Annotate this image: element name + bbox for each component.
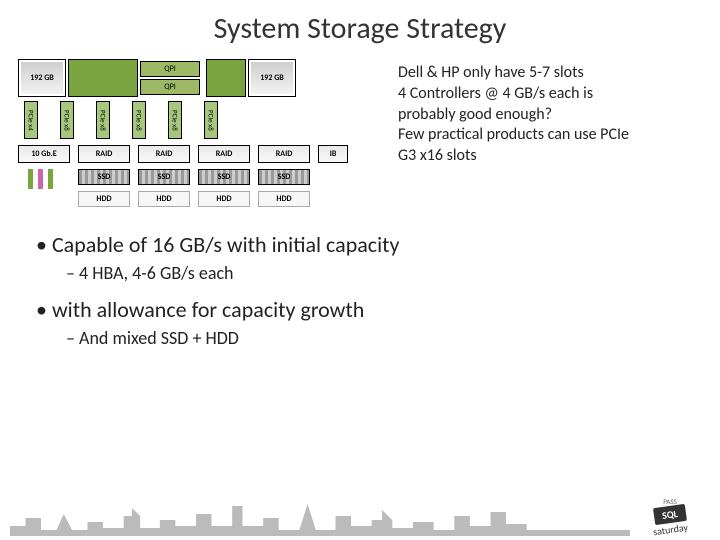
sub-bullet-item: And mixed SSD + HDD <box>66 327 700 349</box>
hdd-drive: HDD <box>198 191 250 207</box>
slide-title: System Storage Strategy <box>0 0 720 47</box>
bar <box>28 169 33 189</box>
storage-diagram: 192 GB QPI QPI 192 GB PCIe x4 PCIe x8 PC… <box>18 59 378 207</box>
note-line: probably good enough? <box>398 105 629 126</box>
memory-label: 192 GB <box>260 73 284 83</box>
pcie-slot-row: PCIe x4 PCIe x8 PCIe x8 PCIe x8 PCIe x8 … <box>24 101 378 139</box>
controller-raid: RAID <box>78 145 130 163</box>
ssd-drive: SSD <box>78 169 130 185</box>
controller-nic: 10 Gb.E <box>18 145 70 163</box>
ssd-row: SSD SSD SSD SSD <box>78 169 378 185</box>
sql-saturday-logo: PASS SQL saturday <box>630 496 710 536</box>
sub-bullet-item: 4 HBA, 4-6 GB/s each <box>66 262 700 284</box>
memory-module-left: 192 GB <box>18 59 66 97</box>
processor-left <box>68 59 138 97</box>
note-line: G3 x16 slots <box>398 146 629 167</box>
qpi-links: QPI QPI <box>140 61 200 95</box>
controller-raid: RAID <box>138 145 190 163</box>
hdd-drive: HDD <box>258 191 310 207</box>
controller-row: 10 Gb.E RAID RAID RAID RAID IB <box>18 145 378 163</box>
note-line: Dell & HP only have 5-7 slots <box>398 63 629 84</box>
pcie-slot: PCIe x8 <box>168 101 182 139</box>
processor-right <box>206 59 246 97</box>
bar <box>38 169 43 189</box>
top-section: 192 GB QPI QPI 192 GB PCIe x4 PCIe x8 PC… <box>0 47 720 207</box>
ssd-drive: SSD <box>198 169 250 185</box>
hdd-drive: HDD <box>78 191 130 207</box>
bullet-item: Capable of 16 GB/s with initial capacity <box>36 231 700 258</box>
pcie-slot: PCIe x8 <box>60 101 74 139</box>
cpu-memory-row: 192 GB QPI QPI 192 GB <box>18 59 378 97</box>
skyline-icon <box>10 496 630 536</box>
controller-ib: IB <box>318 145 348 163</box>
hdd-drive: HDD <box>138 191 190 207</box>
ssd-drive: SSD <box>258 169 310 185</box>
qpi-link-bottom: QPI <box>140 79 200 95</box>
controller-raid: RAID <box>198 145 250 163</box>
controller-raid: RAID <box>258 145 310 163</box>
memory-label: 192 GB <box>30 73 54 83</box>
note-line: Few practical products can use PCIe <box>398 125 629 146</box>
qpi-link-top: QPI <box>140 61 200 77</box>
ssd-drive: SSD <box>138 169 190 185</box>
pcie-slot: PCIe x4 <box>24 101 38 139</box>
pcie-slot: PCIe x8 <box>96 101 110 139</box>
memory-module-right: 192 GB <box>248 59 296 97</box>
side-notes: Dell & HP only have 5-7 slots 4 Controll… <box>398 59 629 207</box>
bullet-list: Capable of 16 GB/s with initial capacity… <box>0 207 720 349</box>
bullet-item: with allowance for capacity growth <box>36 296 700 323</box>
hdd-row: HDD HDD HDD HDD <box>78 191 378 207</box>
note-line: 4 Controllers @ 4 GB/s each is <box>398 84 629 105</box>
pcie-slot: PCIe x8 <box>204 101 218 139</box>
bar <box>48 169 53 189</box>
pcie-slot: PCIe x8 <box>132 101 146 139</box>
slide-footer: PASS SQL saturday <box>0 490 720 540</box>
